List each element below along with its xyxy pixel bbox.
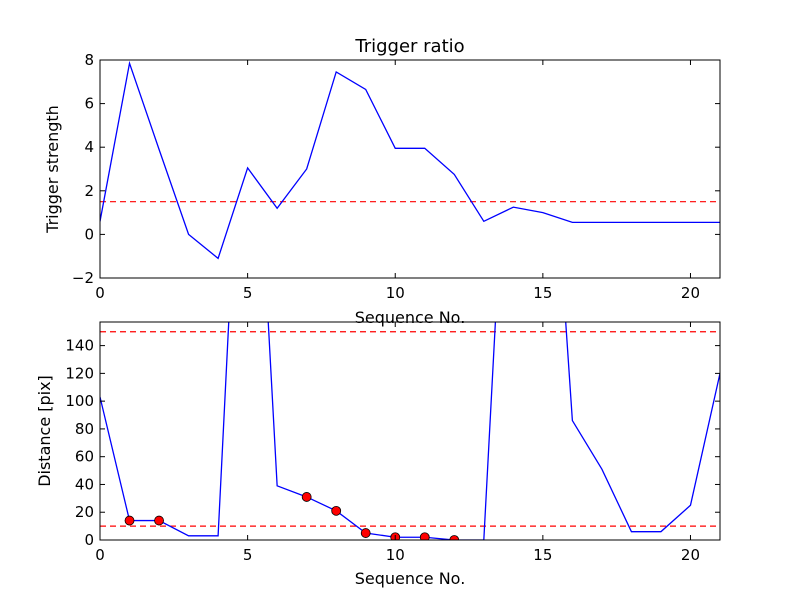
bottom-x-tick-label: 5 (243, 546, 253, 564)
top-y-tick-label: 4 (84, 138, 94, 156)
top-x-tick-label: 10 (386, 284, 405, 302)
top-y-tick-label: 2 (84, 182, 94, 200)
bottom-x-axis-label: Sequence No. (355, 569, 466, 588)
bottom-marker-point (449, 535, 460, 540)
bottom-marker-point (419, 532, 430, 540)
top-plot-area (100, 60, 720, 260)
bottom-y-tick-label: 80 (75, 420, 94, 438)
bottom-marker-point (360, 528, 371, 538)
top-y-tick-label: 0 (84, 225, 94, 243)
top-x-axis-label: Sequence No. (355, 308, 466, 327)
top-y-tick-label: 8 (84, 51, 94, 69)
top-y-tick-label: −2 (72, 269, 94, 287)
bottom-axes-frame (99, 321, 721, 541)
top-y-tick-label: 6 (84, 95, 94, 113)
bottom-y-tick-label: 100 (65, 392, 94, 410)
bottom-series-line (100, 322, 720, 540)
bottom-x-tick-label: 0 (95, 546, 105, 564)
top-axes-frame (99, 59, 721, 279)
top-series-line (100, 60, 720, 260)
bottom-y-tick-label: 60 (75, 448, 94, 466)
top-x-tick-label: 15 (533, 284, 552, 302)
top-x-tick-label: 0 (95, 284, 105, 302)
top-x-tick-label: 5 (243, 284, 253, 302)
top-y-axis-label: Trigger strength (43, 105, 62, 234)
bottom-marker-point (124, 515, 135, 526)
bottom-y-tick-label: 20 (75, 503, 94, 521)
bottom-marker-point (331, 505, 342, 516)
bottom-x-tick-label: 15 (533, 546, 552, 564)
bottom-marker-point (154, 515, 164, 526)
bottom-y-axis-label: Distance [pix] (35, 375, 54, 487)
top-chart-title: Trigger ratio (354, 36, 464, 57)
bottom-x-tick-label: 10 (386, 546, 405, 564)
bottom-y-tick-label: 40 (75, 475, 94, 493)
bottom-y-tick-label: 140 (65, 337, 94, 355)
bottom-x-tick-label: 20 (681, 546, 700, 564)
bottom-y-tick-label: 120 (65, 364, 94, 382)
top-x-tick-label: 20 (681, 284, 700, 302)
bottom-marker-point (301, 492, 312, 502)
bottom-plot-area (100, 322, 720, 540)
bottom-y-tick-label: 0 (84, 531, 94, 549)
bottom-ticks: 0 5 10 15 20 0 20 40 60 80 100 120 140 (65, 322, 720, 564)
